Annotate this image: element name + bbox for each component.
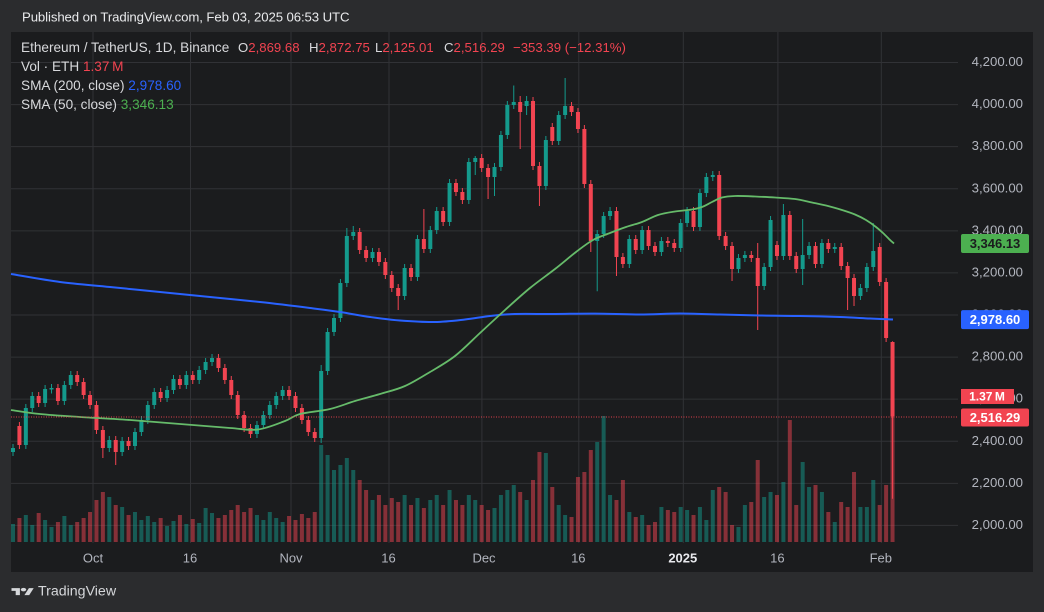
svg-text:16: 16 xyxy=(571,551,585,566)
svg-text:3,800.00: 3,800.00 xyxy=(972,138,1023,153)
svg-text:Ethereum / TetherUS, 1D, Binan: Ethereum / TetherUS, 1D, Binance xyxy=(21,40,229,55)
svg-text:2,978.60: 2,978.60 xyxy=(970,312,1021,327)
svg-text:16: 16 xyxy=(381,551,395,566)
svg-text:2,400.00: 2,400.00 xyxy=(972,433,1023,448)
svg-text:1.37 M: 1.37 M xyxy=(969,390,1005,404)
svg-text:3,346.13: 3,346.13 xyxy=(970,236,1021,251)
svg-text:16: 16 xyxy=(770,551,784,566)
svg-text:Oct: Oct xyxy=(83,551,104,566)
svg-text:2,200.00: 2,200.00 xyxy=(972,475,1023,490)
svg-text:Nov: Nov xyxy=(279,551,303,566)
svg-text:3,200.00: 3,200.00 xyxy=(972,264,1023,279)
svg-text:2,800.00: 2,800.00 xyxy=(972,349,1023,364)
svg-text:2,000.00: 2,000.00 xyxy=(972,517,1023,532)
svg-text:Feb: Feb xyxy=(870,551,892,566)
svg-text:SMA (50, close) 3,346.13: SMA (50, close) 3,346.13 xyxy=(21,97,174,112)
svg-text:Published on TradingView.com,: Published on TradingView.com, Feb 03, 20… xyxy=(22,10,350,25)
svg-text:TradingView: TradingView xyxy=(38,584,117,600)
svg-text:SMA (200, close) 2,978.60: SMA (200, close) 2,978.60 xyxy=(21,78,182,93)
svg-text:16: 16 xyxy=(183,551,197,566)
svg-text:2025: 2025 xyxy=(668,551,697,566)
svg-text:2,516.29: 2,516.29 xyxy=(970,410,1021,425)
svg-text:Vol · ETH 1.37 M: Vol · ETH 1.37 M xyxy=(21,59,123,74)
svg-text:4,200.00: 4,200.00 xyxy=(972,54,1023,69)
svg-text:3,600.00: 3,600.00 xyxy=(972,180,1023,195)
svg-text:Dec: Dec xyxy=(472,551,496,566)
svg-text:3,400.00: 3,400.00 xyxy=(972,222,1023,237)
svg-text:4,000.00: 4,000.00 xyxy=(972,96,1023,111)
